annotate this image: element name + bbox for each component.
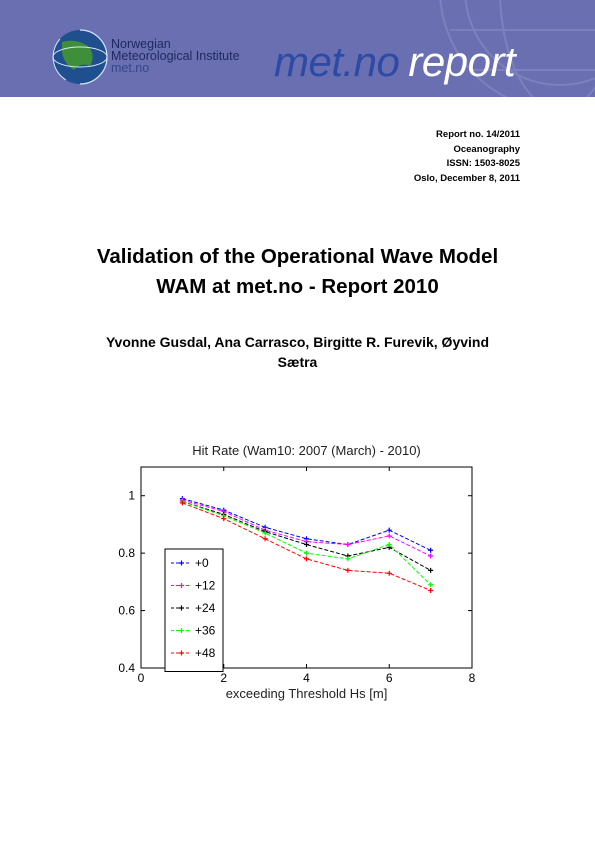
hit-rate-chart: Hit Rate (Wam10: 2007 (March) - 2010) 0 2 4… xyxy=(100,432,500,722)
logo-line-1: Norwegian xyxy=(111,37,171,51)
legend-marker xyxy=(179,560,184,566)
data-point xyxy=(386,570,392,576)
data-point xyxy=(386,542,392,548)
report-field: Oceanography xyxy=(453,143,520,155)
data-point xyxy=(221,516,227,522)
data-point xyxy=(179,500,185,506)
brand-wordmark: met.no report xyxy=(274,38,516,86)
report-number: Report no. 14/2011 xyxy=(436,129,520,140)
authors-line-2: Sætra xyxy=(277,354,318,370)
x-tick-label: 2 xyxy=(220,671,227,685)
data-point xyxy=(428,567,434,573)
brand-part-1: met.no xyxy=(274,38,400,85)
x-axis-label: exceeding Threshold Hs [m] xyxy=(226,686,388,701)
data-point xyxy=(428,547,434,553)
data-point xyxy=(345,542,351,548)
legend-label: +36 xyxy=(195,624,216,638)
data-point xyxy=(304,542,309,548)
chart-title: Hit Rate (Wam10: 2007 (March) - 2010) xyxy=(192,443,421,458)
legend-label: +0 xyxy=(195,556,209,570)
authors-line-1: Yvonne Gusdal, Ana Carrasco, Birgitte R.… xyxy=(105,334,490,350)
report-place-date: Oslo, December 8, 2011 xyxy=(413,172,520,184)
report-banner: Norwegian Meteorological Institute met.n… xyxy=(0,0,595,97)
data-point xyxy=(428,582,434,588)
legend-label: +48 xyxy=(195,646,216,660)
legend-marker xyxy=(179,605,184,611)
globe-logo-icon xyxy=(52,29,108,85)
y-tick-label: 0.4 xyxy=(118,661,135,675)
brand-part-2: report xyxy=(408,38,516,85)
data-point xyxy=(345,556,351,562)
report-info: Report no. 14/2011 Oceanography ISSN: 15… xyxy=(414,128,520,186)
y-tick-label: 0.6 xyxy=(118,604,135,618)
logo-line-3: met.no xyxy=(111,61,150,75)
data-point xyxy=(428,587,434,593)
legend-marker xyxy=(179,583,184,588)
data-point xyxy=(428,553,434,559)
data-point xyxy=(386,533,392,539)
chart-svg: Hit Rate (Wam10: 2007 (March) - 2010) 0 2 4… xyxy=(118,443,476,701)
data-point xyxy=(262,536,268,542)
title-line-2: WAM at met.no - Report 2010 xyxy=(156,275,439,298)
y-tick-label: 1 xyxy=(128,489,135,503)
data-point xyxy=(262,530,268,536)
banner-globe-decoration xyxy=(439,0,595,97)
institute-logo-text: Norwegian Meteorological Institute met.n… xyxy=(111,37,240,75)
data-point xyxy=(386,527,392,533)
legend-label: +12 xyxy=(195,579,216,593)
x-tick-label: 6 xyxy=(386,671,393,685)
report-title: Validation of the Operational Wave Model… xyxy=(0,242,595,302)
report-issn: ISSN: 1503-8025 xyxy=(446,158,520,169)
y-tick-label: 0.8 xyxy=(118,546,135,560)
x-tick-label: 4 xyxy=(303,671,310,685)
logo-line-2: Meteorological Institute xyxy=(111,49,240,63)
data-point xyxy=(345,567,351,573)
banner-background xyxy=(0,0,595,97)
data-point xyxy=(304,556,309,562)
data-point xyxy=(304,550,309,556)
legend-marker xyxy=(179,628,184,633)
chart-legend xyxy=(164,548,224,672)
title-line-1: Validation of the Operational Wave Model xyxy=(96,245,499,268)
authors: Yvonne Gusdal, Ana Carrasco, Birgitte R.… xyxy=(50,332,545,372)
legend-label: +24 xyxy=(195,601,216,615)
x-tick-label: 8 xyxy=(469,671,476,685)
legend-marker xyxy=(179,650,184,656)
x-tick-label: 0 xyxy=(138,671,145,685)
